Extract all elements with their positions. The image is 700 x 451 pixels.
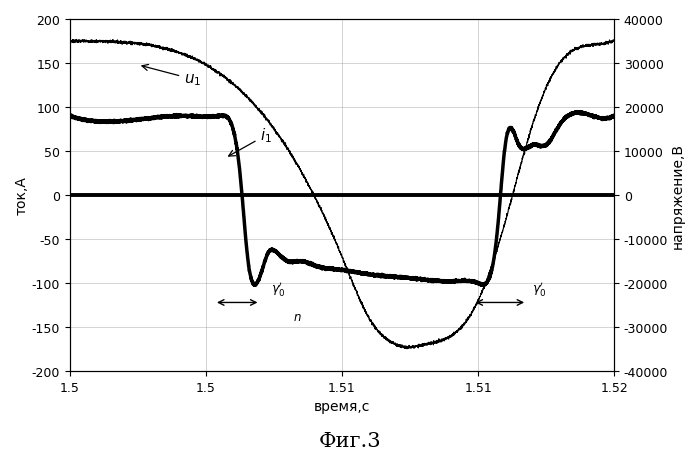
Text: $u_1$: $u_1$ xyxy=(142,65,202,88)
Text: Фиг.3: Фиг.3 xyxy=(318,432,382,451)
Y-axis label: напряжение,В: напряжение,В xyxy=(671,143,685,249)
X-axis label: время,с: время,с xyxy=(314,400,370,414)
Text: $n$: $n$ xyxy=(293,310,302,323)
Text: $i_1$: $i_1$ xyxy=(229,126,272,156)
Y-axis label: ток,А: ток,А xyxy=(15,176,29,215)
Text: $\gamma_0'$: $\gamma_0'$ xyxy=(533,280,547,298)
Text: $\gamma_0'$: $\gamma_0'$ xyxy=(271,280,286,298)
